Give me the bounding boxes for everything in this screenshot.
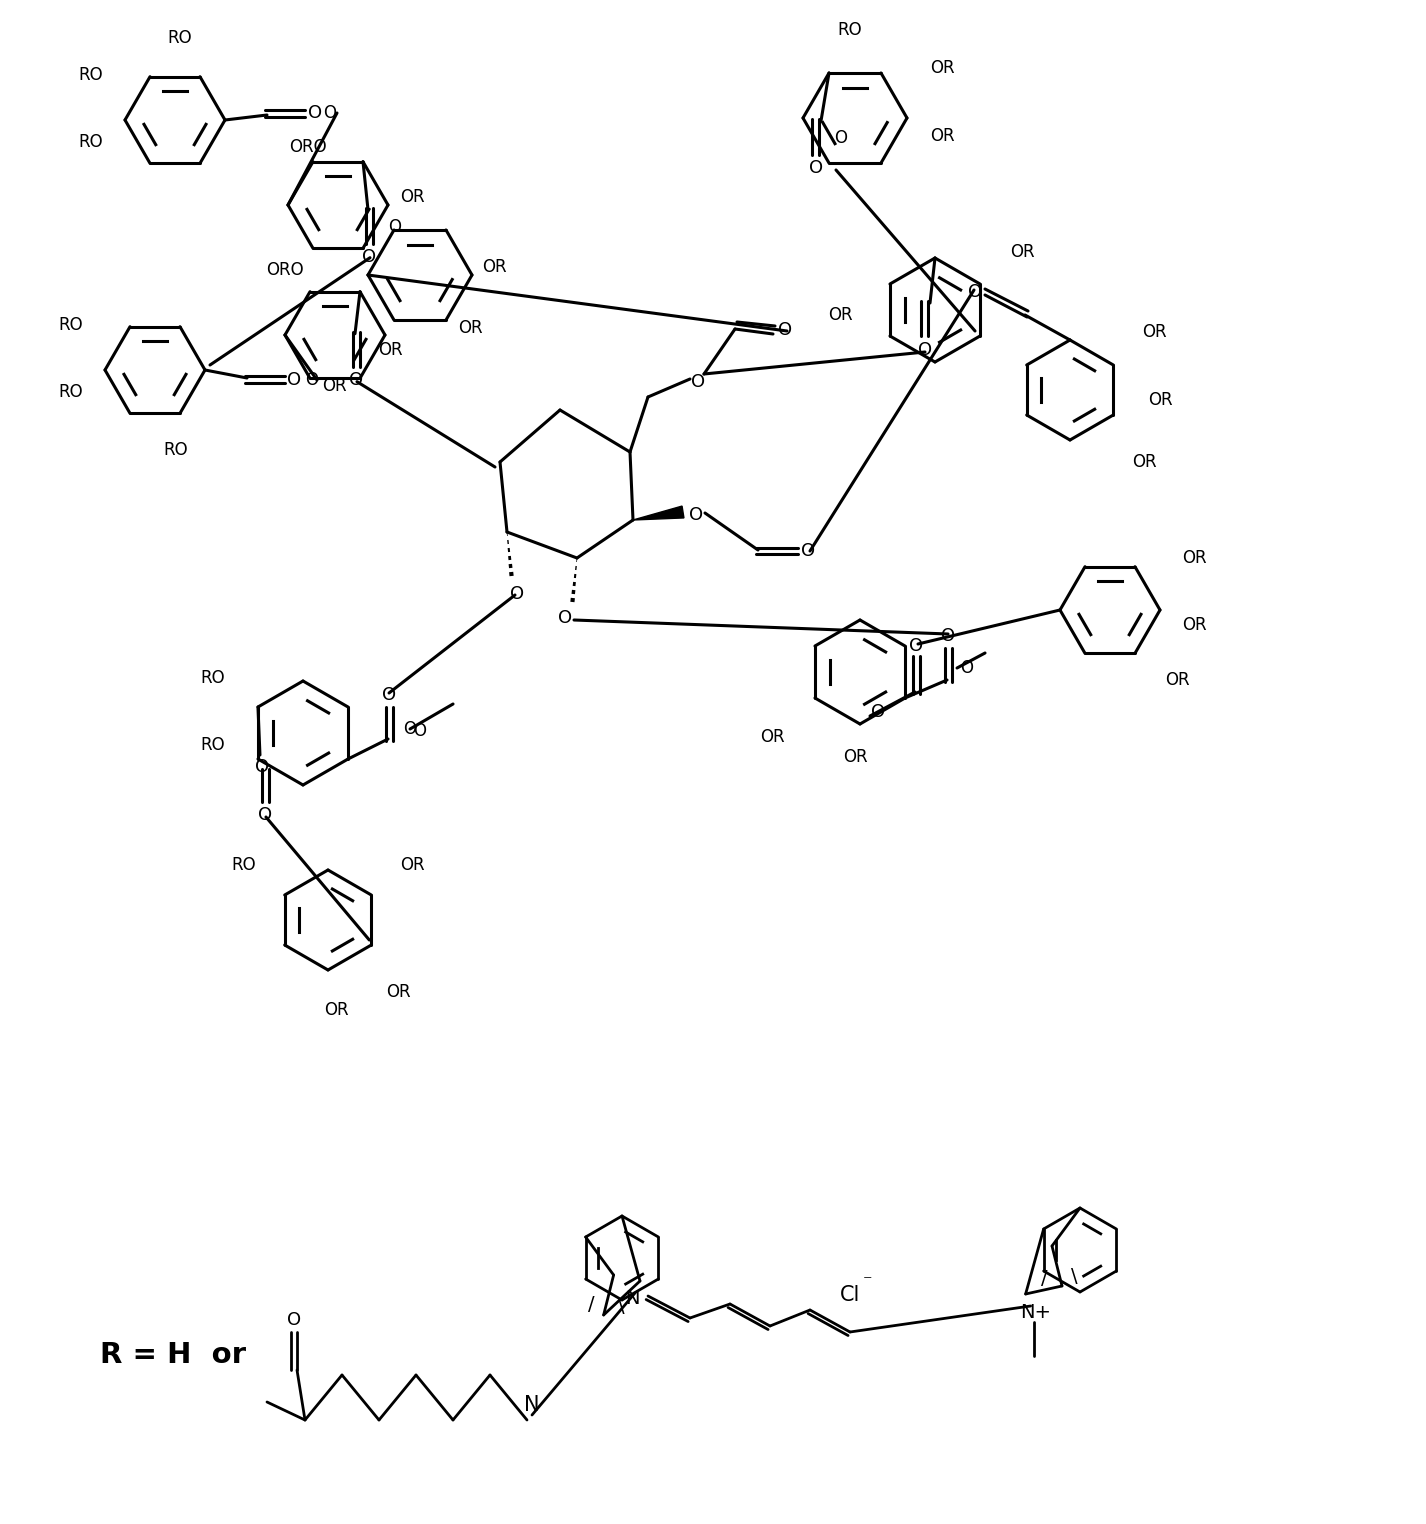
Text: RO: RO [231,856,257,873]
Text: O: O [258,806,272,824]
Text: N: N [625,1289,639,1309]
Text: O: O [511,585,525,604]
Text: OR: OR [482,258,506,276]
Text: ORO: ORO [289,139,327,155]
Text: OR: OR [1142,323,1166,341]
Text: OR: OR [1132,453,1156,471]
Text: O: O [404,719,416,738]
Text: N: N [525,1394,540,1414]
Text: \: \ [619,1297,625,1317]
Text: RO: RO [78,133,103,151]
Text: RO: RO [837,21,863,40]
Text: /: / [589,1295,595,1315]
Text: O: O [287,1311,301,1329]
Text: O: O [918,341,933,360]
Text: O: O [305,370,318,389]
Text: OR: OR [458,319,482,337]
Text: RO: RO [78,66,103,84]
Text: O: O [834,130,847,146]
Text: OR: OR [1182,549,1206,567]
Text: O: O [809,158,823,177]
Text: OR: OR [401,856,425,873]
Text: O: O [324,104,337,122]
Text: O: O [388,218,401,236]
Text: ⁻: ⁻ [863,1273,873,1291]
Text: RO: RO [58,315,83,334]
Text: O: O [558,610,572,626]
Text: OR: OR [843,748,867,767]
Text: O: O [414,722,426,741]
Text: O: O [941,626,955,645]
Polygon shape [633,506,684,520]
Text: RO: RO [201,669,225,687]
Text: OR: OR [1010,242,1035,261]
Text: OR: OR [322,378,347,395]
Text: O: O [692,373,704,392]
Text: RO: RO [58,383,83,401]
Text: O: O [871,703,886,721]
Text: O: O [349,370,364,389]
Text: O: O [801,543,816,559]
Text: O: O [968,283,983,302]
Text: O: O [308,104,322,122]
Text: OR: OR [1148,392,1172,408]
Text: OR: OR [930,59,954,78]
Text: R = H  or: R = H or [100,1341,247,1369]
Text: RO: RO [163,440,188,459]
Text: O: O [779,322,791,338]
Text: OR: OR [1165,671,1189,689]
Text: OR: OR [829,306,853,325]
Text: Cl: Cl [840,1285,860,1305]
Text: OR: OR [378,341,402,358]
Text: OR: OR [930,126,954,145]
Text: OR: OR [1182,616,1206,634]
Text: RO: RO [168,29,193,47]
Text: N+: N+ [1020,1303,1051,1321]
Text: OR: OR [324,1001,348,1020]
Text: OR: OR [386,983,411,1001]
Text: RO: RO [201,736,225,754]
Text: O: O [362,248,376,265]
Text: O: O [961,658,974,677]
Text: ORO: ORO [267,261,304,279]
Text: O: O [908,637,923,655]
Text: /: / [1041,1268,1047,1288]
Text: O: O [382,686,396,704]
Text: \: \ [1071,1266,1077,1286]
Text: OR: OR [760,728,784,747]
Text: O: O [287,370,301,389]
Text: OR: OR [401,187,425,206]
Text: O: O [255,757,270,776]
Text: O: O [689,506,703,524]
